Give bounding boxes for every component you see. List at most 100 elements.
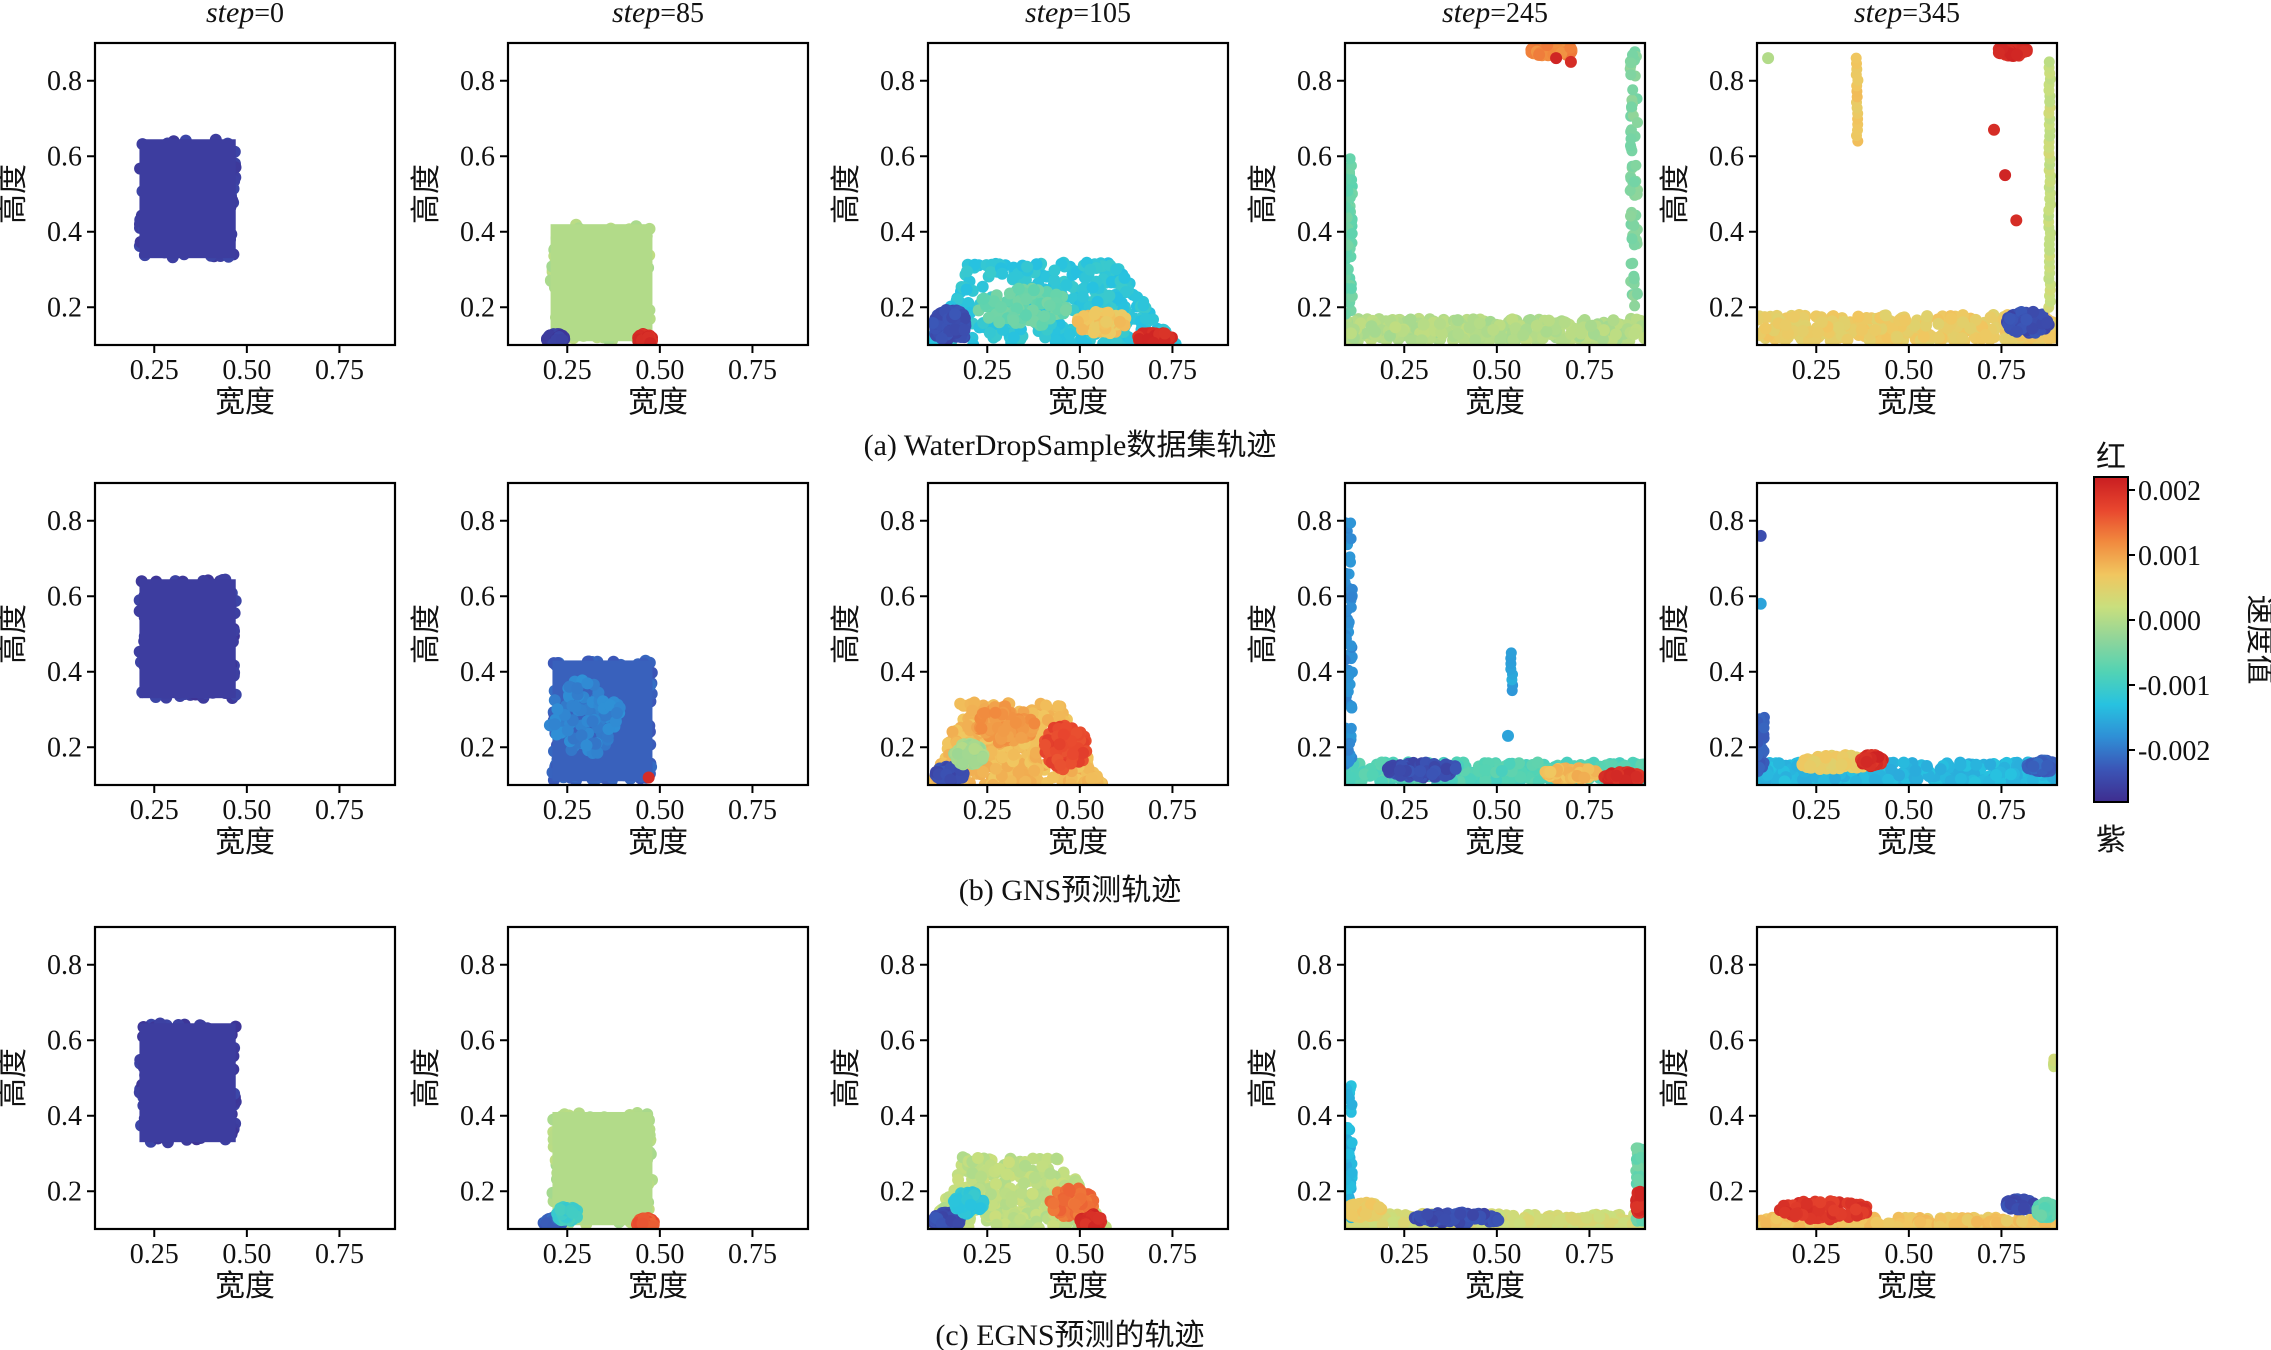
particle-point <box>1779 319 1792 332</box>
particle-point <box>1575 327 1588 340</box>
particle-point <box>1012 766 1025 779</box>
particle-point <box>1345 533 1357 545</box>
particle-point <box>1944 775 1957 785</box>
particle-point <box>1010 302 1023 315</box>
particle-point <box>1762 52 1775 65</box>
x-tick-label: 0.75 <box>1977 355 2026 386</box>
y-tick-label: 0.4 <box>1297 657 1332 688</box>
particle-point <box>1932 317 1945 330</box>
particle-point <box>1027 284 1040 297</box>
step-title: step=245 <box>1442 0 1548 29</box>
particle-point <box>1585 319 1597 332</box>
particle-point <box>1435 326 1448 339</box>
y-tick-label: 0.2 <box>460 732 495 763</box>
particle-point <box>967 338 980 345</box>
particle-point <box>1345 771 1357 784</box>
particle-point <box>2043 56 2055 68</box>
x-tick-label: 0.50 <box>1884 355 1933 386</box>
particle-point <box>1984 311 1997 324</box>
particle-point <box>944 773 957 785</box>
y-tick-label: 0.4 <box>47 657 82 688</box>
particle-point <box>977 292 990 305</box>
particle-point <box>1345 616 1355 628</box>
particle-point <box>1624 185 1636 197</box>
particle-point <box>1345 327 1357 340</box>
particle-point <box>996 751 1009 764</box>
y-axis-label: 高度 <box>0 604 30 664</box>
y-tick-label: 0.2 <box>460 292 495 323</box>
plot-frame <box>926 41 1230 347</box>
particle-point <box>1007 331 1020 344</box>
particle-point <box>1788 310 1801 323</box>
particle-point <box>989 762 1002 775</box>
particle-point <box>1969 776 1981 785</box>
y-tick-label: 0.4 <box>460 657 495 688</box>
particle-point <box>2027 305 2040 318</box>
particle-point <box>1502 729 1514 742</box>
particle-point <box>1065 778 1078 785</box>
particle-point <box>1346 702 1357 714</box>
particle-point <box>1607 314 1620 327</box>
particle-point <box>1110 335 1123 345</box>
y-axis-label: 高度 <box>410 164 443 224</box>
particle-point <box>1921 310 1934 323</box>
particle-group <box>133 573 242 704</box>
y-tick-label: 0.8 <box>1709 66 1744 97</box>
particle-point <box>1050 334 1063 345</box>
particle-point <box>1855 324 1868 336</box>
particle-point <box>1021 260 1034 273</box>
x-axis-label: 宽度 <box>1465 386 1525 419</box>
particle-point <box>1869 324 1882 337</box>
particle-point <box>1879 309 1892 322</box>
particle-point <box>1463 321 1476 334</box>
particle-point <box>1992 46 2005 59</box>
particle-point <box>996 267 1009 280</box>
particle-point <box>1137 299 1150 312</box>
particle-point <box>1346 591 1358 603</box>
x-tick-label: 0.25 <box>963 795 1012 826</box>
particle-point <box>1434 317 1446 330</box>
y-tick-label: 0.6 <box>880 141 915 172</box>
particle-point <box>1630 159 1642 171</box>
particle-point <box>976 751 989 764</box>
particle-point <box>987 778 1000 785</box>
x-tick-label: 0.25 <box>1380 355 1429 386</box>
y-tick-label: 0.6 <box>880 581 915 612</box>
x-axis-label: 宽度 <box>628 386 688 419</box>
particle-point <box>1084 263 1097 276</box>
y-tick-label: 0.6 <box>47 581 82 612</box>
particle-point <box>1540 325 1553 338</box>
particle-point <box>1063 328 1076 341</box>
x-axis-label: 宽度 <box>1465 826 1525 859</box>
particle-point <box>1059 304 1072 317</box>
y-tick-label: 0.8 <box>1297 66 1332 97</box>
x-tick-label: 0.50 <box>1472 355 1521 386</box>
particle-point <box>2026 322 2039 335</box>
particle-point <box>1345 153 1356 165</box>
particle-point <box>1054 758 1067 771</box>
y-axis-label: 高度 <box>0 164 30 224</box>
panel-grid: 0.20.40.60.80.25 0.50 0.75宽度高度step=00.20.4… <box>0 0 2059 1303</box>
plot-frame <box>926 481 1230 787</box>
particle-point <box>968 742 981 755</box>
particle-point <box>1503 757 1516 770</box>
particle-point <box>982 311 995 324</box>
particle-point <box>1956 332 1969 345</box>
particle-point <box>1415 334 1428 345</box>
particle-group <box>928 696 1108 785</box>
particle-point <box>1610 769 1623 782</box>
particle-point <box>2020 313 2033 326</box>
particle-point <box>1852 310 1865 323</box>
particle-point <box>1345 672 1354 684</box>
particle-point <box>1628 176 1640 188</box>
particle-point <box>1564 43 1577 54</box>
particle-point <box>1384 329 1396 342</box>
particle-point <box>1119 286 1132 299</box>
particle-point <box>1345 654 1351 666</box>
particle-point <box>1417 318 1430 331</box>
particle-point <box>1030 258 1043 271</box>
